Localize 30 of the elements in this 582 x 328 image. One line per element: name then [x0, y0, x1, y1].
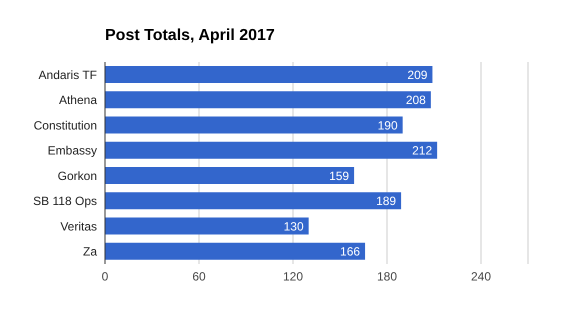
data-label: 212 [412, 144, 432, 158]
data-label: 159 [329, 168, 350, 183]
y-tick-label: Athena [58, 93, 98, 108]
y-tick-label: Za [82, 244, 98, 259]
y-tick-label: Andaris TF [38, 68, 97, 82]
x-tick-label: 120 [282, 270, 304, 284]
bar [105, 242, 366, 260]
x-tick-label: 240 [470, 270, 492, 284]
y-tick-label: SB 118 Ops [33, 194, 97, 208]
data-label: 209 [407, 68, 428, 82]
bar [105, 192, 402, 210]
bar [105, 116, 403, 134]
x-tick-label: 180 [376, 270, 398, 284]
data-label: 166 [340, 244, 360, 259]
y-tick-label: Embassy [48, 144, 97, 158]
chart-title: Post Totals, April 2017 [105, 27, 275, 45]
y-tick-label: Veritas [60, 219, 97, 234]
data-label: 130 [284, 219, 304, 234]
data-label: 208 [406, 93, 426, 108]
bar [105, 167, 354, 184]
bar [105, 142, 438, 159]
x-tick-label: 60 [192, 270, 206, 284]
x-tick-label: 0 [102, 270, 109, 284]
data-label: 190 [378, 118, 398, 132]
bar [105, 66, 432, 83]
data-label: 189 [376, 194, 396, 208]
y-tick-label: Constitution [34, 118, 97, 132]
bar [105, 218, 309, 234]
bar [105, 91, 431, 108]
y-tick-label: Gorkon [58, 168, 97, 183]
